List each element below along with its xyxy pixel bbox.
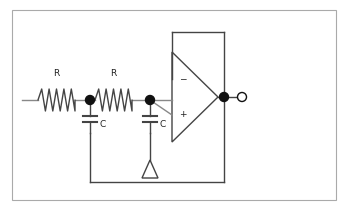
Circle shape <box>145 96 155 105</box>
Circle shape <box>220 92 229 101</box>
Circle shape <box>237 92 246 101</box>
Text: R: R <box>53 69 60 78</box>
Text: C: C <box>160 121 166 130</box>
Text: +: + <box>179 110 187 119</box>
Text: R: R <box>110 69 117 78</box>
Circle shape <box>86 96 95 105</box>
Text: C: C <box>100 121 106 130</box>
Text: −: − <box>179 75 187 84</box>
